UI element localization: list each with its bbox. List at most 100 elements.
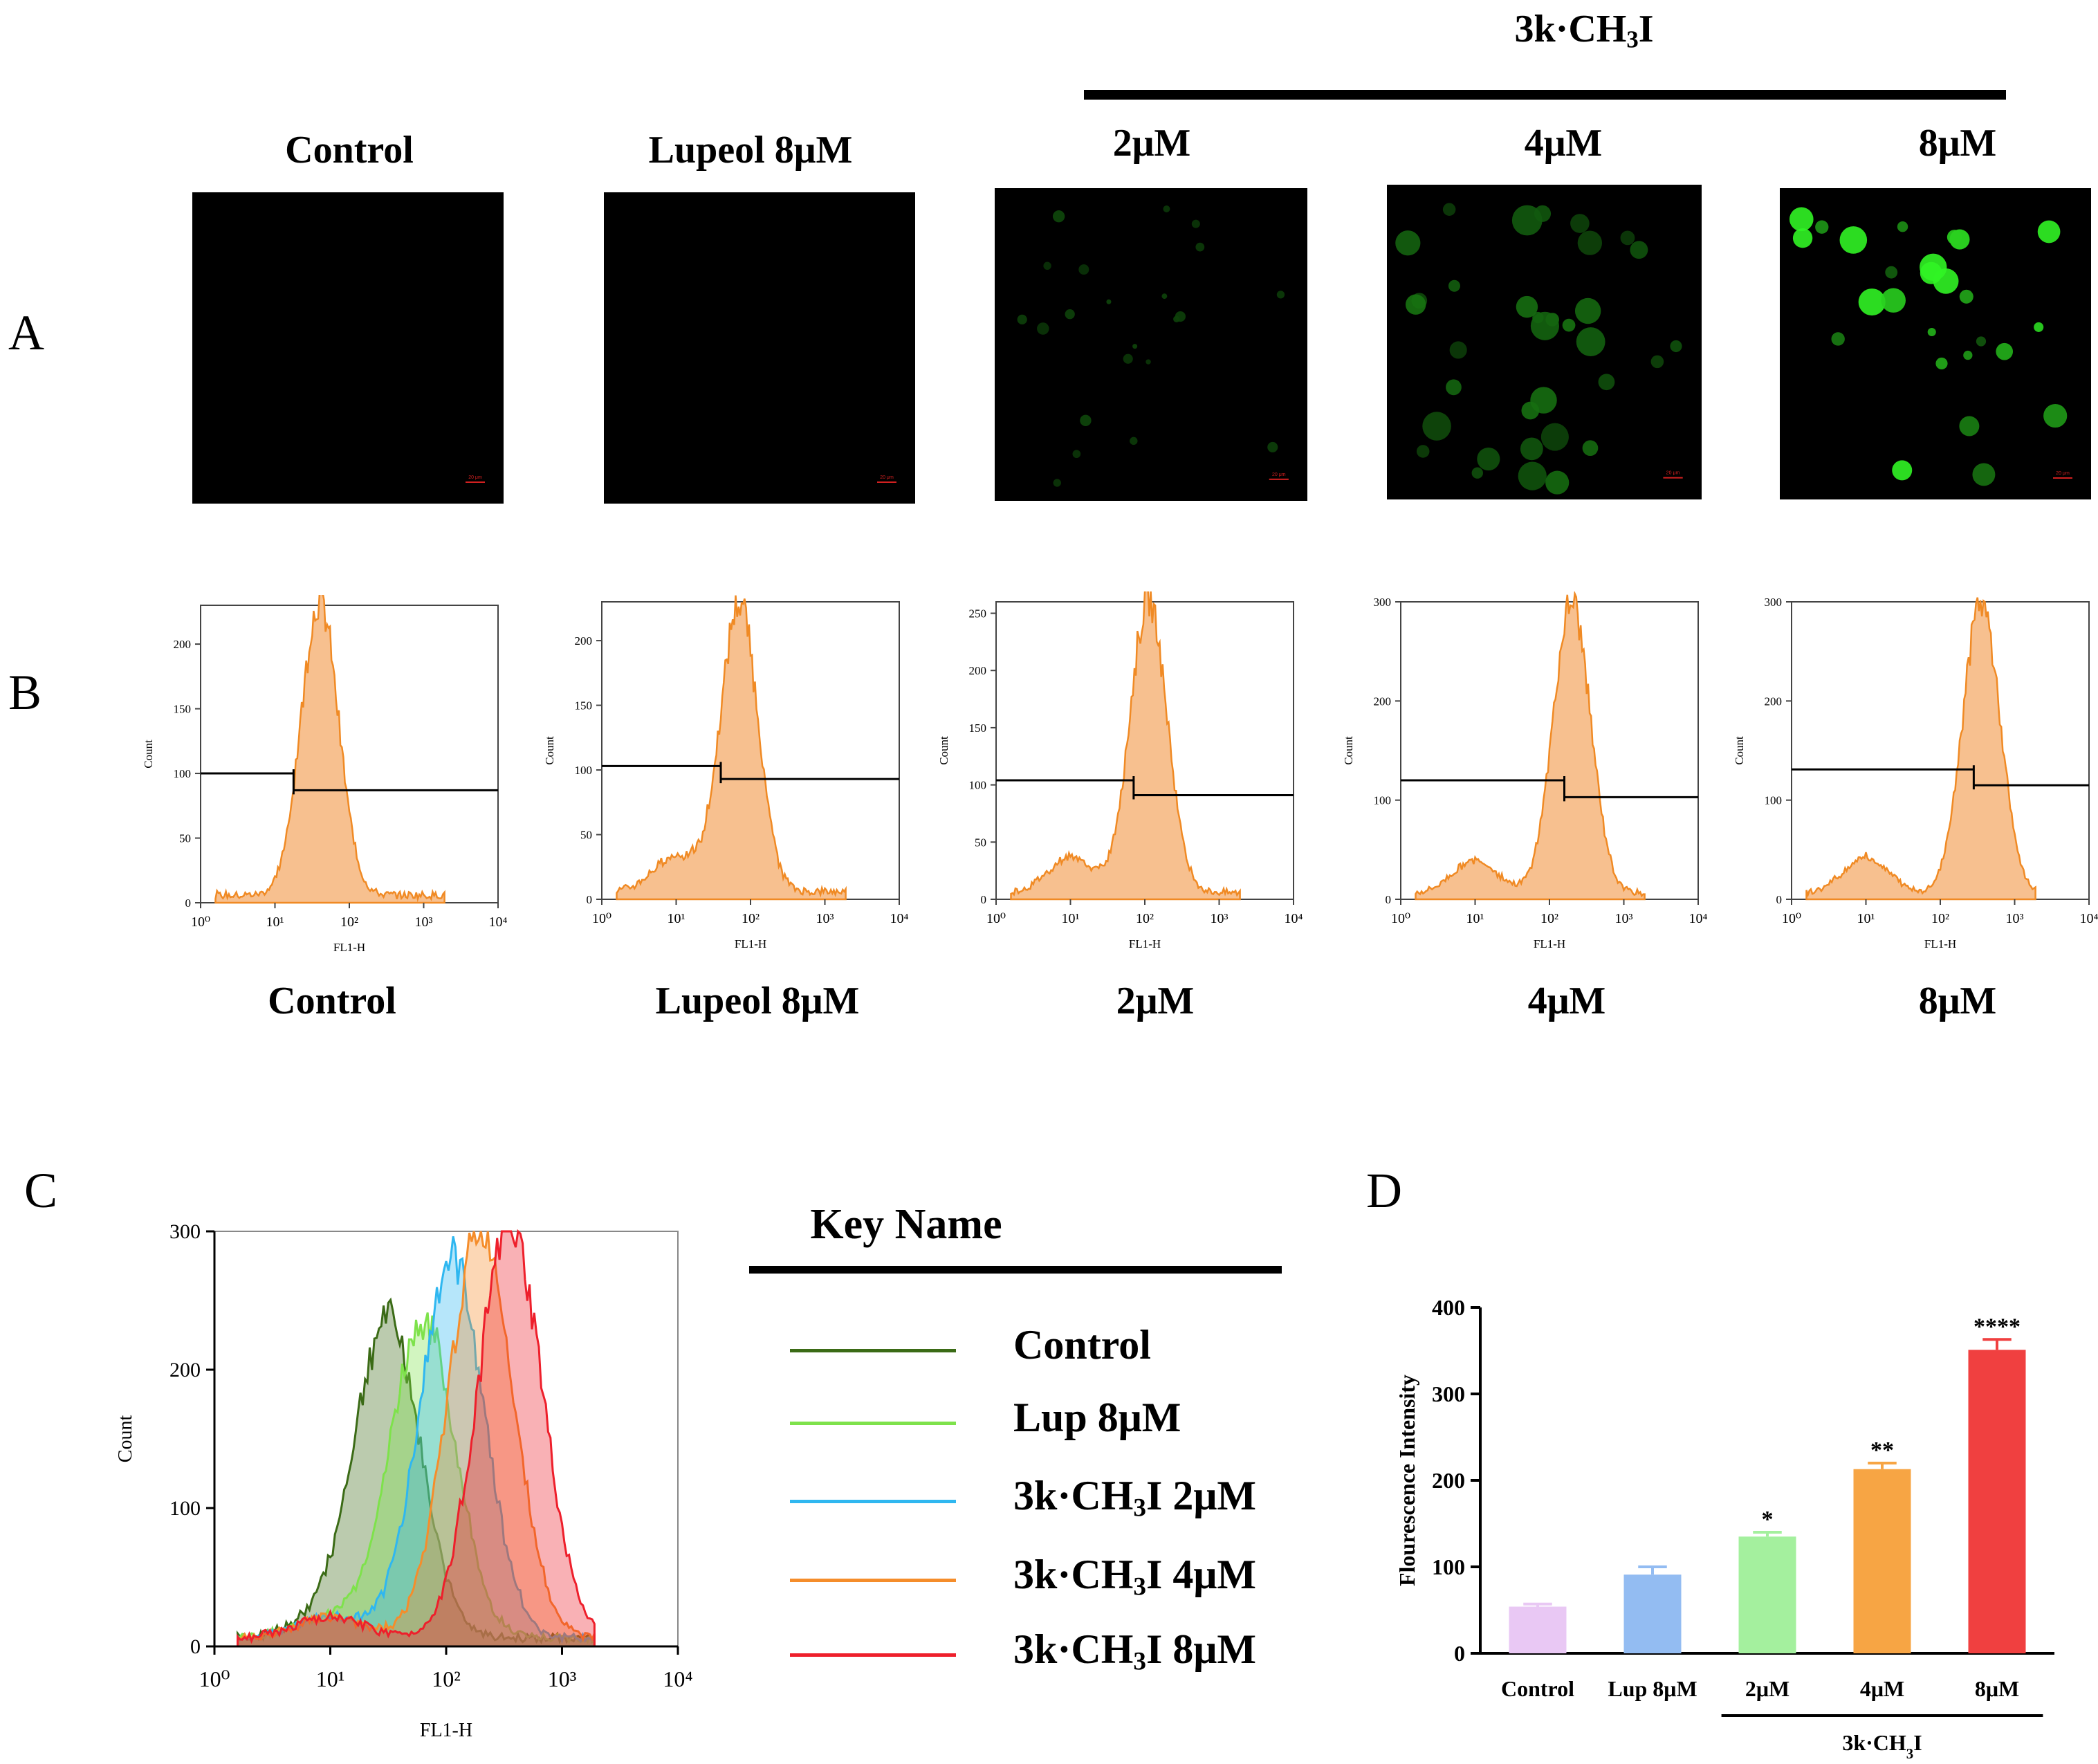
y-axis-label: Count (142, 739, 155, 769)
legend-divider (749, 1266, 1282, 1274)
histogram-series (1415, 591, 1646, 901)
x-tick-label: 10⁴ (890, 911, 909, 926)
legend-label: 3k·CH3I 8μM (1013, 1626, 1256, 1676)
fluorescent-cell (1927, 327, 1936, 337)
micro-label-lupeol: Lupeol 8μM (648, 129, 853, 172)
fluorescent-cell (2034, 322, 2044, 332)
fluorescent-cell (1017, 314, 1027, 324)
fluorescent-cell (1570, 214, 1590, 233)
legend-swatch (790, 1579, 956, 1582)
legend-label: Lup 8μM (1013, 1395, 1181, 1440)
overlay-histogram: 0 100 200 300 10⁰ 10¹ 10² 10³ 10⁴ FL1-H Count (97, 1190, 706, 1764)
fluorescent-cell (1037, 322, 1049, 335)
legend-item: Lup 8μM (782, 1395, 1349, 1449)
panel-letter-b: B (8, 665, 42, 720)
legend-item: Control (782, 1322, 1349, 1377)
fluorescent-cell (1792, 228, 1813, 248)
fluorescent-cell (1831, 332, 1845, 346)
flow-histogram-8um: 0 100 200 300 10⁰ 10¹ 10² 10³ 10⁴ FL1-H Count (1715, 591, 2098, 951)
fluorescent-cell (1106, 299, 1112, 304)
y-tick-label: 100 (1374, 794, 1392, 807)
y-tick-label: 50 (975, 836, 986, 849)
significance-mark: * (1762, 1507, 1774, 1532)
y-axis-label: Count (1342, 736, 1355, 765)
scale-bar-label: 20 μm (880, 475, 894, 480)
plot-frame (1791, 601, 2090, 900)
fluorescent-cell (1562, 318, 1576, 332)
flow-label-4um: 4μM (1527, 980, 1606, 1022)
fluorescent-cell (1576, 327, 1605, 356)
x-tick-label: 10⁰ (592, 911, 611, 926)
fluorescent-cell (1191, 219, 1200, 228)
fluorescent-cell (1996, 342, 2014, 360)
bar (1623, 1574, 1682, 1653)
legend-label: 3k·CH3I 2μM (1013, 1473, 1256, 1523)
x-axis-label: FL1-H (735, 937, 766, 950)
fluorescent-cell (1815, 220, 1829, 234)
y-tick-label: 100 (1765, 794, 1783, 807)
fluorescent-cell (1598, 374, 1615, 391)
fluorescent-cell (1881, 288, 1906, 313)
y-tick-label: 0 (1386, 893, 1392, 906)
flow-histogram-lupeol: 0 50 100 150 200 10⁰ 10¹ 10² 10³ 10⁴ FL1-H Count (526, 591, 913, 951)
fluorescent-cell (1582, 440, 1599, 457)
y-tick-label: 100 (174, 767, 192, 780)
flow-label-8um: 8μM (1918, 980, 1997, 1022)
x-tick-label: 10⁰ (986, 911, 1006, 926)
bar (1509, 1606, 1567, 1653)
x-tick-label: 10² (1540, 911, 1558, 926)
fluorescent-cell (1920, 253, 1947, 281)
y-tick-label: 150 (969, 722, 987, 735)
legend-swatch (790, 1349, 956, 1352)
y-tick-label: 150 (575, 699, 593, 713)
y-tick-label: 300 (1765, 596, 1783, 609)
legend-item: 3k·CH3I 2μM (782, 1473, 1349, 1527)
fluorescent-cell (1163, 205, 1170, 212)
flow-histogram-4um: 0 100 200 300 10⁰ 10¹ 10² 10³ 10⁴ FL1-H Count (1325, 591, 1712, 951)
fluorescent-cell (1897, 221, 1908, 232)
scale-bar (466, 481, 485, 483)
group-label: 3k·CH3I (1842, 1730, 1922, 1762)
micro-background (192, 192, 504, 504)
fluorescent-cell (1935, 357, 1948, 370)
fluorescent-cell (1446, 379, 1462, 396)
x-tick-label: 10⁴ (1285, 911, 1303, 926)
fluorescent-cell (1080, 414, 1092, 427)
fluorescent-cell (1620, 230, 1635, 246)
x-tick-label: 10⁰ (199, 1666, 230, 1691)
fluorescent-cell (2043, 403, 2068, 428)
y-tick-label: 200 (969, 664, 987, 677)
x-tick-label: 10¹ (668, 911, 685, 926)
fluorescent-cell (2037, 220, 2061, 244)
significance-mark: ** (1870, 1437, 1894, 1463)
scale-bar (1269, 478, 1289, 480)
fluorescent-cell (1195, 242, 1205, 252)
legend: Control Lup 8μM 3k·CH3I 2μM 3k·CH3I 4μM 3k·C… (782, 1301, 1349, 1688)
legend-item: 3k·CH3I 4μM (782, 1552, 1349, 1606)
fluorescent-cell (1630, 241, 1648, 259)
fluorescent-cell (1175, 311, 1186, 322)
y-tick-label: 100 (969, 779, 987, 792)
x-tick-label: 4μM (1860, 1676, 1904, 1701)
x-axis-label: FL1-H (1129, 937, 1161, 950)
fluorescent-cell (1052, 210, 1065, 223)
x-tick-label: 10³ (415, 915, 433, 930)
x-axis-label: FL1-H (1924, 937, 1956, 950)
micro-image-control: 20 μm (192, 192, 504, 504)
y-tick-label: 200 (1432, 1468, 1465, 1493)
x-tick-label: 10¹ (1466, 911, 1484, 926)
histogram-series (1805, 597, 2036, 901)
scale-bar (2053, 477, 2072, 479)
micro-label-8um: 8μM (1918, 122, 1997, 165)
y-tick-label: 100 (1432, 1554, 1465, 1579)
fluorescent-cell (1161, 293, 1168, 300)
fluorescent-cell (1072, 450, 1081, 459)
micro-label-4um: 4μM (1524, 122, 1603, 165)
y-axis-label: Flourescence Intensity (1395, 1375, 1419, 1586)
legend-title: Key Name (810, 1201, 1002, 1248)
fluorescent-cell (1892, 460, 1913, 481)
legend-swatch (790, 1500, 956, 1503)
fluorescent-cell (1789, 207, 1814, 232)
fluorescent-cell (1858, 288, 1886, 316)
